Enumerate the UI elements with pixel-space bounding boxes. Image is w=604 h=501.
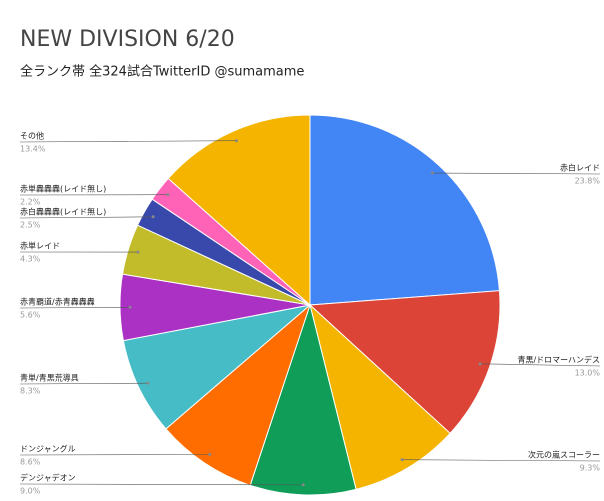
leader-dot — [301, 483, 305, 487]
slice-percent: 8.3% — [20, 387, 41, 396]
pie-slice — [308, 290, 501, 435]
chart-subtitle: 全ランク帯 全324試合TwitterID @sumamame — [20, 64, 304, 80]
leader-dot — [400, 458, 404, 462]
slice-percent: 13.4% — [20, 145, 46, 154]
leader-line — [402, 459, 601, 462]
slice-label: デンジャデオン — [20, 473, 76, 483]
slice-label: 赤白レイド — [560, 163, 600, 173]
pie-slice — [122, 304, 312, 430]
slice-label: その他 — [20, 131, 44, 141]
leader-dot — [146, 381, 150, 385]
slice-label: 青単/青黒荒導具 — [20, 373, 79, 383]
slice-label: 青黒/ドロマーハンデス — [517, 355, 600, 365]
slice-label: 次元の嵐スコーラー — [528, 450, 600, 460]
leader-line — [432, 172, 601, 175]
slice-label: 赤青覇道/赤青轟轟轟 — [20, 297, 95, 307]
leader-line — [19, 140, 237, 143]
leader-dot — [430, 171, 434, 175]
pie-slice — [249, 303, 357, 496]
leader-line — [480, 363, 601, 367]
slice-label: 赤単轟轟轟(レイド無し) — [20, 184, 106, 194]
slice-percent: 8.6% — [20, 458, 41, 467]
slice-percent: 23.8% — [575, 177, 601, 186]
leader-line — [19, 216, 154, 219]
slice-percent: 9.3% — [580, 464, 601, 473]
slice-percent: 13.0% — [575, 369, 601, 378]
leader-dot — [151, 215, 155, 219]
leader-dot — [128, 305, 132, 309]
leader-dot — [166, 193, 170, 197]
slice-label: 赤白轟轟轟(レイド無し) — [20, 207, 106, 217]
slice-percent: 9.0% — [20, 487, 41, 496]
slice-label: 赤単レイド — [20, 241, 60, 251]
leader-line — [19, 382, 148, 385]
slice-percent: 2.5% — [20, 221, 41, 230]
pie-slice — [309, 114, 500, 306]
slice-percent: 4.3% — [20, 255, 41, 264]
leader-dot — [478, 362, 482, 366]
slice-percent: 5.6% — [20, 311, 41, 320]
leader-line — [19, 306, 131, 309]
slice-label: ドンジャングル — [20, 444, 76, 454]
leader-dot — [234, 139, 238, 143]
leader-dot — [208, 453, 212, 457]
leader-dot — [136, 250, 140, 254]
slice-percent: 2.2% — [20, 198, 41, 207]
pie-slice — [167, 114, 311, 307]
chart-title: NEW DIVISION 6/20 — [20, 27, 235, 52]
leader-line — [19, 483, 304, 486]
